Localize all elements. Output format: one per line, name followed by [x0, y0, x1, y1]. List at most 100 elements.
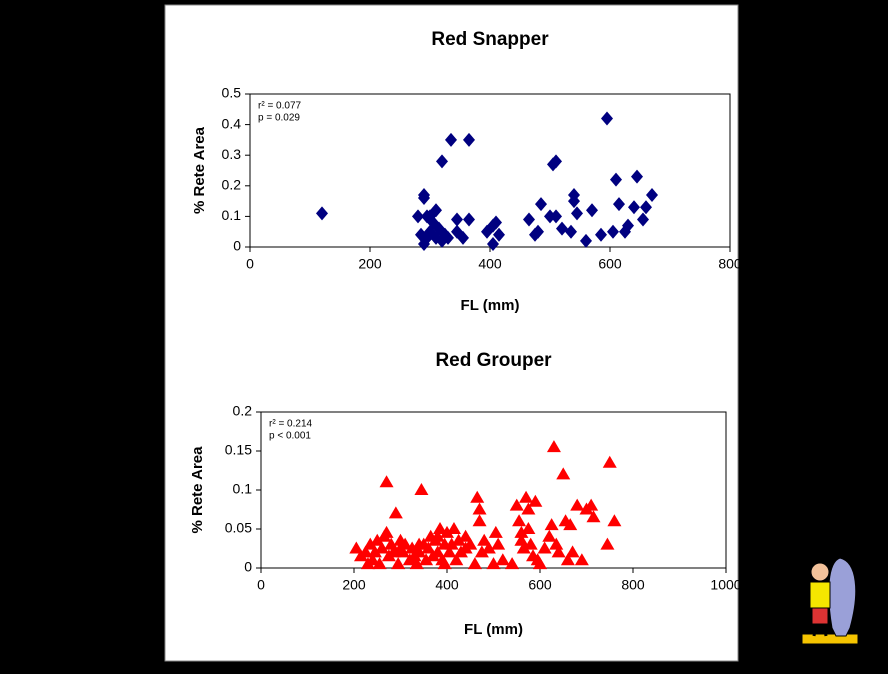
x-tick-label: 400 — [478, 256, 502, 272]
x-tick-label: 800 — [718, 256, 742, 272]
point — [514, 525, 529, 538]
point — [523, 537, 538, 550]
point — [516, 541, 531, 554]
point — [445, 132, 457, 147]
point — [537, 541, 552, 554]
point — [584, 498, 599, 511]
point — [430, 529, 445, 542]
point — [607, 514, 622, 527]
point — [542, 529, 557, 542]
x-tick-label: 600 — [598, 256, 622, 272]
point — [493, 227, 505, 242]
point — [544, 518, 559, 531]
point — [610, 172, 622, 187]
point — [607, 224, 619, 239]
clipart — [801, 557, 859, 645]
x-tick-label: 400 — [435, 577, 459, 593]
point — [571, 206, 583, 221]
point — [563, 518, 578, 531]
point — [490, 215, 502, 230]
point — [546, 440, 561, 453]
y-tick-label: 0.1 — [222, 207, 242, 223]
point — [549, 537, 564, 550]
point — [481, 541, 496, 554]
point — [446, 522, 461, 534]
point — [386, 545, 401, 558]
point — [556, 467, 571, 480]
y-tick-label: 0.2 — [233, 403, 253, 419]
point — [472, 514, 487, 527]
x-tick-label: 200 — [342, 577, 366, 593]
annotation: r² = 0.077 — [258, 101, 302, 112]
x-tick-label: 1000 — [710, 577, 741, 593]
point — [600, 537, 615, 550]
y-axis-label: % Rete Area — [191, 126, 208, 214]
annotation: p = 0.029 — [258, 113, 300, 124]
point — [470, 490, 485, 503]
point — [509, 498, 524, 511]
point — [414, 483, 429, 495]
x-tick-label: 200 — [358, 256, 382, 272]
point — [474, 545, 489, 558]
point — [533, 557, 547, 570]
point — [574, 553, 589, 566]
point — [521, 522, 536, 534]
point — [586, 203, 598, 218]
y-tick-label: 0 — [244, 559, 252, 575]
point — [568, 194, 580, 209]
x-axis-label: FL (mm) — [461, 297, 520, 314]
point — [551, 545, 566, 558]
x-axis-label: FL (mm) — [464, 621, 523, 638]
point — [628, 200, 640, 215]
y-tick-label: 0 — [233, 238, 241, 254]
point — [495, 553, 510, 566]
point — [631, 169, 643, 184]
point — [421, 541, 436, 554]
point — [514, 533, 529, 546]
point — [637, 212, 649, 227]
point — [550, 154, 562, 169]
point — [550, 209, 562, 224]
y-tick-label: 0.15 — [225, 442, 252, 458]
point — [463, 132, 475, 147]
point — [412, 537, 427, 550]
point — [363, 537, 378, 550]
point — [570, 498, 585, 511]
point — [372, 557, 387, 570]
point — [409, 557, 424, 570]
point — [451, 533, 466, 546]
point — [622, 218, 634, 233]
point — [424, 209, 436, 224]
point — [565, 224, 577, 239]
chart-title: Red Grouper — [435, 350, 552, 371]
point — [430, 545, 445, 558]
y-tick-label: 0.3 — [222, 146, 242, 162]
point — [528, 494, 543, 507]
point — [316, 206, 328, 221]
point — [384, 537, 399, 550]
point — [532, 224, 544, 239]
point — [379, 525, 394, 538]
x-tick-label: 0 — [246, 256, 254, 272]
point — [433, 522, 448, 534]
y-axis-label: % Rete Area — [189, 446, 206, 534]
point — [646, 187, 658, 202]
point — [437, 557, 452, 570]
point — [535, 197, 547, 212]
point — [444, 537, 459, 550]
point — [449, 553, 464, 566]
point — [565, 545, 580, 558]
point — [405, 541, 420, 554]
point — [560, 553, 575, 566]
point — [595, 227, 607, 242]
point — [521, 502, 536, 515]
point — [349, 541, 364, 554]
point — [486, 557, 501, 570]
point — [580, 233, 592, 248]
point — [556, 221, 568, 236]
x-tick-label: 600 — [528, 577, 552, 593]
point — [391, 557, 406, 570]
point — [488, 525, 503, 538]
point — [358, 545, 373, 558]
point — [365, 553, 380, 566]
